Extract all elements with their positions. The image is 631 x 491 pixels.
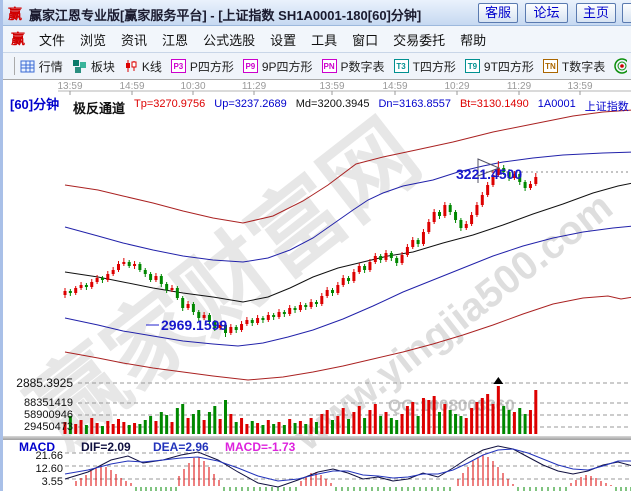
toolbar-quotes[interactable]: 行情 (20, 58, 63, 75)
titlebar: 赢 赢家江恩专业版[赢家服务平台] - [上证指数 SH1A0001-180[6… (3, 0, 631, 26)
time-axis-label: 14:59 (382, 81, 408, 92)
menu-trade[interactable]: 交易委托 (393, 32, 446, 48)
indicator-name: 极反通道 (73, 101, 126, 116)
macd-scale-label: 3.55 (41, 476, 63, 488)
toolbar-label: P数字表 (340, 59, 385, 74)
indicator-tp: Tp=3270.9756 (134, 98, 206, 110)
forum-button[interactable]: 论坛 (525, 3, 568, 23)
stock-name: 上证指数 (584, 101, 629, 113)
menu-gann[interactable]: 江恩 (162, 32, 189, 48)
macd-label: MACD (19, 440, 55, 454)
menu-browse[interactable]: 浏览 (80, 32, 107, 48)
service-button[interactable]: 客服 (478, 3, 518, 23)
menu-window[interactable]: 窗口 (352, 32, 379, 48)
time-axis-label: 11:29 (241, 81, 267, 92)
menubar: 赢 文件 浏览 资讯 江恩 公式选股 设置 工具 窗口 交易委托 帮助 (3, 26, 631, 53)
period-label: [60]分钟 (10, 97, 60, 112)
time-axis-label: 13:59 (567, 81, 593, 92)
menu-help[interactable]: 帮助 (460, 32, 487, 48)
app-logo-icon: 赢 (8, 6, 22, 22)
macd-scale-label: 21.66 (35, 450, 63, 462)
toolbar-sectors[interactable]: 板块 (72, 58, 115, 75)
volume-axis-label: 58900946 (24, 409, 73, 421)
macd-scale-label: 12.60 (35, 463, 63, 475)
toolbar-9p-square[interactable]: P9 9P四方形 (242, 58, 313, 75)
indicator-header: 极反通道 Tp=3270.9756 Up=3237.2689 Md=3200.3… (73, 98, 629, 117)
t9-icon: T9 (464, 59, 480, 73)
swing-low-label: 2969.1599 (161, 317, 228, 333)
menu-formula-stockpick[interactable]: 公式选股 (203, 32, 256, 48)
menu-file[interactable]: 文件 (39, 32, 66, 48)
indicator-up: Up=3237.2689 (214, 98, 287, 110)
time-axis-label: 13:59 (319, 81, 345, 92)
toolbar-kline[interactable]: K线 (124, 58, 162, 75)
pn-icon: PN (321, 59, 337, 73)
chart-area: 赢家财富网 www.yingjia500.com QQ:1008003360 [… (3, 80, 631, 491)
volume-axis-label: 88351419 (24, 397, 73, 409)
titlebar-partial-button[interactable] (622, 3, 631, 23)
time-axis-label: 11:29 (506, 81, 532, 92)
toolbar-separator (14, 57, 15, 75)
menu-tools[interactable]: 工具 (311, 32, 338, 48)
menu-logo-icon: 赢 (11, 31, 25, 47)
toolbar-label: 9T四方形 (483, 59, 534, 74)
p9-icon: P9 (242, 59, 258, 73)
toolbar-label: 板块 (90, 59, 115, 74)
menu-news[interactable]: 资讯 (121, 32, 148, 48)
tn-icon: TN (542, 59, 558, 73)
toolbar-9t-square[interactable]: T9 9T四方形 (464, 58, 534, 75)
chart-canvas[interactable]: 赢家财富网 www.yingjia500.com QQ:1008003360 (3, 80, 631, 491)
toolbar-t-square[interactable]: T3 T四方形 (393, 58, 456, 75)
macd-dif-value: DIF=2.09 (81, 440, 131, 454)
toolbar-p-table[interactable]: PN P数字表 (321, 58, 385, 75)
chart-annotations (146, 158, 501, 326)
macd-dea-value: DEA=2.96 (153, 440, 209, 454)
price-axis-label: 2885.3925 (16, 376, 73, 390)
toolbar: 行情 板块 K线 P3 P四方形 P9 9P四方形 PN P数字表 T3 T四方… (3, 53, 631, 80)
time-axis-label: 10:29 (444, 81, 470, 92)
p3-icon: P3 (170, 59, 186, 73)
toolbar-label: K线 (141, 59, 162, 74)
toolbar-p-square[interactable]: P3 P四方形 (170, 58, 234, 75)
target-icon[interactable] (614, 58, 627, 74)
macd-hist-value: MACD=-1.73 (225, 440, 296, 454)
toolbar-t-table[interactable]: TN T数字表 (542, 58, 606, 75)
indicator-dn: Dn=3163.8557 (378, 98, 451, 110)
toolbar-label: P四方形 (189, 59, 234, 74)
stock-code: 1A0001 (537, 98, 576, 110)
t3-icon: T3 (393, 59, 409, 73)
menu-settings[interactable]: 设置 (270, 32, 297, 48)
home-button[interactable]: 主页 (576, 3, 616, 23)
window-title: 赢家江恩专业版[赢家服务平台] - [上证指数 SH1A0001-180[60]… (29, 8, 422, 23)
toolbar-label: T数字表 (561, 59, 606, 74)
pane-divider[interactable] (3, 436, 631, 440)
last-price-label: 3221.4500 (456, 166, 523, 182)
time-axis-label: 13:59 (57, 81, 83, 92)
toolbar-label: 行情 (38, 59, 63, 74)
toolbar-label: T四方形 (412, 59, 456, 74)
indicator-md: Md=3200.3945 (295, 98, 370, 110)
time-axis-label: 14:59 (119, 81, 145, 92)
indicator-bt: Bt=3130.1490 (459, 98, 529, 110)
time-axis-label: 10:30 (180, 81, 206, 92)
table-icon (20, 60, 35, 72)
candles-icon (125, 60, 137, 72)
volume-axis-label: 29450473 (24, 421, 73, 433)
toolbar-label: 9P四方形 (261, 59, 313, 74)
blocks-icon (72, 60, 86, 73)
